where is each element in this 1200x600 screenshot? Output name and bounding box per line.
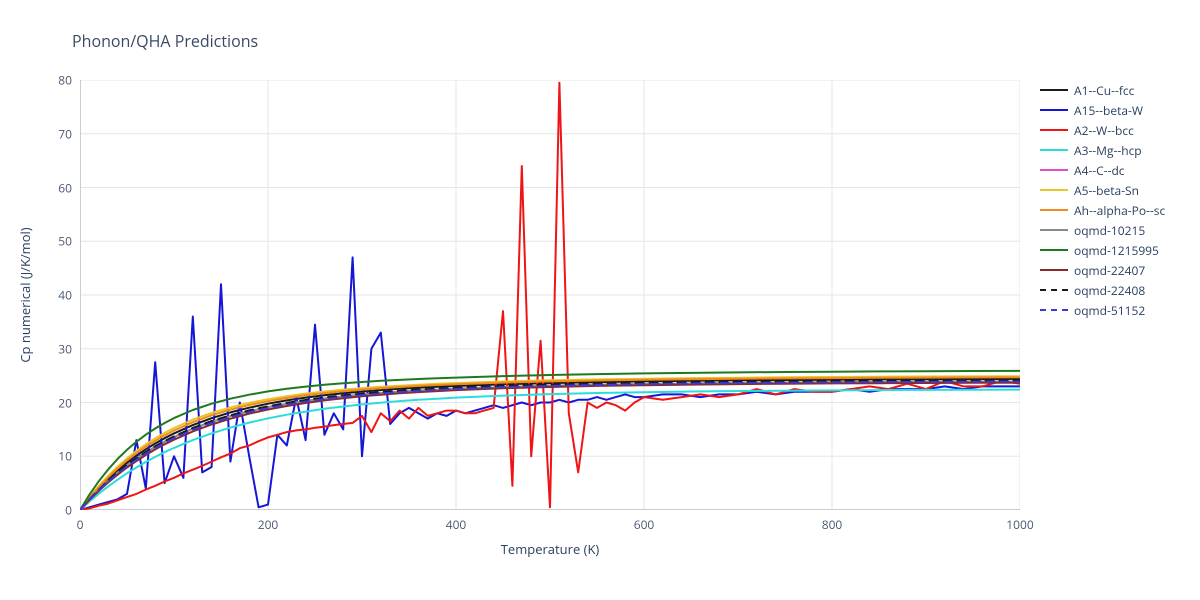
legend-label: Ah--alpha-Po--sc xyxy=(1074,202,1165,219)
y-tick: 10 xyxy=(42,448,72,465)
legend-swatch xyxy=(1040,89,1068,91)
x-tick: 0 xyxy=(77,516,84,533)
legend-label: A3--Mg--hcp xyxy=(1074,142,1142,159)
legend-swatch xyxy=(1040,269,1068,271)
y-tick: 0 xyxy=(42,502,72,519)
x-tick: 800 xyxy=(822,516,843,533)
y-tick: 70 xyxy=(42,125,72,142)
legend-swatch xyxy=(1040,289,1068,291)
legend-swatch xyxy=(1040,309,1068,311)
x-tick: 600 xyxy=(634,516,655,533)
legend-item[interactable]: A2--W--bcc xyxy=(1040,120,1165,140)
legend-swatch xyxy=(1040,149,1068,151)
legend-swatch xyxy=(1040,249,1068,251)
legend-item[interactable]: oqmd-22408 xyxy=(1040,280,1165,300)
chart-title: Phonon/QHA Predictions xyxy=(72,30,258,52)
legend-label: A5--beta-Sn xyxy=(1074,182,1139,199)
legend-item[interactable]: oqmd-51152 xyxy=(1040,300,1165,320)
legend-swatch xyxy=(1040,189,1068,191)
legend-swatch xyxy=(1040,169,1068,171)
legend-swatch xyxy=(1040,209,1068,211)
legend-label: A15--beta-W xyxy=(1074,102,1143,119)
legend-swatch xyxy=(1040,129,1068,131)
x-axis-label: Temperature (K) xyxy=(501,540,600,558)
legend-item[interactable]: oqmd-10215 xyxy=(1040,220,1165,240)
legend-swatch xyxy=(1040,229,1068,231)
x-tick: 1000 xyxy=(1006,516,1033,533)
x-tick: 400 xyxy=(446,516,467,533)
legend-item[interactable]: Ah--alpha-Po--sc xyxy=(1040,200,1165,220)
legend-label: oqmd-51152 xyxy=(1074,302,1145,319)
y-axis-label: Cp numerical (J/K/mol) xyxy=(16,227,34,362)
legend-item[interactable]: A1--Cu--fcc xyxy=(1040,80,1165,100)
legend-item[interactable]: oqmd-22407 xyxy=(1040,260,1165,280)
legend-swatch xyxy=(1040,109,1068,111)
legend-label: A2--W--bcc xyxy=(1074,122,1134,139)
legend-label: oqmd-10215 xyxy=(1074,222,1145,239)
y-tick: 50 xyxy=(42,233,72,250)
legend-label: oqmd-1215995 xyxy=(1074,242,1159,259)
legend-item[interactable]: A15--beta-W xyxy=(1040,100,1165,120)
legend-label: oqmd-22408 xyxy=(1074,282,1145,299)
y-tick: 60 xyxy=(42,179,72,196)
chart-area: 02004006008001000 01020304050607080 Temp… xyxy=(80,80,1020,510)
line-chart[interactable] xyxy=(80,80,1020,510)
legend-label: A1--Cu--fcc xyxy=(1074,82,1134,99)
x-tick: 200 xyxy=(258,516,279,533)
legend-item[interactable]: A4--C--dc xyxy=(1040,160,1165,180)
y-tick: 30 xyxy=(42,340,72,357)
legend-item[interactable]: oqmd-1215995 xyxy=(1040,240,1165,260)
y-tick: 20 xyxy=(42,394,72,411)
legend-item[interactable]: A3--Mg--hcp xyxy=(1040,140,1165,160)
y-tick: 80 xyxy=(42,72,72,89)
legend-label: A4--C--dc xyxy=(1074,162,1125,179)
y-tick: 40 xyxy=(42,287,72,304)
legend-label: oqmd-22407 xyxy=(1074,262,1145,279)
legend-item[interactable]: A5--beta-Sn xyxy=(1040,180,1165,200)
legend: A1--Cu--fcc A15--beta-W A2--W--bcc A3--Mg--… xyxy=(1040,80,1165,320)
